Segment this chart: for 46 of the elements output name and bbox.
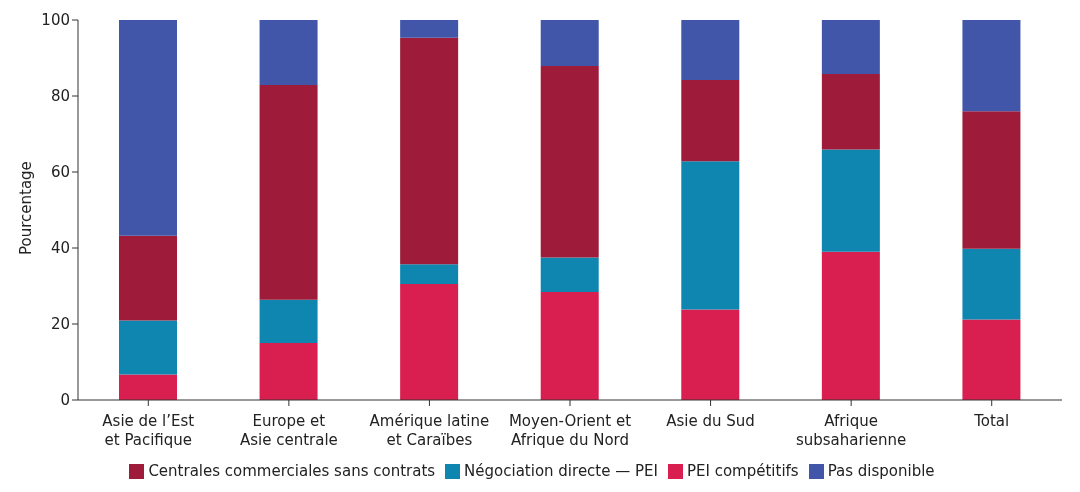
bar <box>540 292 599 400</box>
bar <box>400 284 459 400</box>
bar <box>119 235 177 321</box>
bar <box>681 309 740 400</box>
y-tick-label: 0 <box>60 391 70 410</box>
bar <box>962 319 1021 400</box>
y-tick-label: 40 <box>50 239 70 258</box>
bar <box>119 320 177 375</box>
bar <box>681 161 740 310</box>
x-tick-label: Afrique subsaharienne <box>795 412 907 449</box>
x-tick-label: Moyen-Orient et Afrique du Nord <box>508 412 632 449</box>
x-tick-label: Asie de l’Est et Pacifique <box>102 412 195 449</box>
bar <box>259 299 318 343</box>
bar <box>540 20 599 66</box>
bar <box>259 343 318 400</box>
bar <box>962 248 1021 320</box>
x-tick-label: Asie du Sud <box>666 412 755 430</box>
bar <box>119 20 177 236</box>
bar <box>259 20 318 85</box>
bar <box>962 111 1021 249</box>
x-tick-label: Amérique latine et Caraïbes <box>369 412 490 449</box>
bar <box>259 84 318 300</box>
bar <box>821 149 880 252</box>
y-tick-label: 20 <box>50 315 70 334</box>
bar <box>962 20 1021 112</box>
bar <box>119 374 177 400</box>
y-tick-label: 100 <box>41 11 70 30</box>
bar <box>540 257 599 293</box>
bar <box>681 80 740 162</box>
x-tick-label: Europe et Asie centrale <box>239 412 338 449</box>
legend-label: Centrales commerciales sans contrats <box>148 462 436 480</box>
bar <box>821 251 880 400</box>
legend-label: Négociation directe — PEI <box>464 462 658 480</box>
bar <box>400 20 459 38</box>
bar <box>681 20 740 81</box>
bar <box>821 73 880 150</box>
bar <box>400 264 459 285</box>
y-axis-title: Pourcentage <box>17 161 36 255</box>
y-tick-label: 60 <box>50 163 70 182</box>
x-tick-label: Total <box>973 412 1010 430</box>
bar <box>821 20 880 74</box>
bar <box>540 65 599 258</box>
y-tick-label: 80 <box>50 87 70 106</box>
bar <box>400 37 459 265</box>
legend-label: PEI compétitifs <box>686 462 799 480</box>
legend-label: Pas disponible <box>827 462 935 480</box>
